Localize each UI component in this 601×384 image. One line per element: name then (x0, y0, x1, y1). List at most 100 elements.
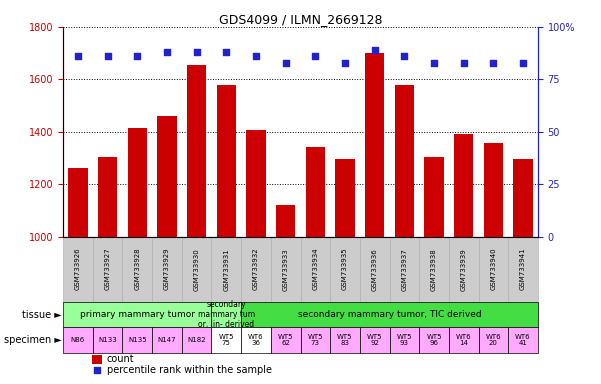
Point (192, 49, 201, 55)
Text: WT5
93: WT5 93 (397, 334, 412, 346)
Text: GSM733940: GSM733940 (490, 248, 496, 290)
FancyBboxPatch shape (152, 328, 182, 353)
Point (251, 53, 261, 59)
Text: WT5
73: WT5 73 (308, 334, 323, 346)
Text: primary mammary tumor: primary mammary tumor (80, 310, 195, 319)
Point (370, 47, 379, 53)
FancyBboxPatch shape (478, 328, 508, 353)
FancyBboxPatch shape (330, 328, 360, 353)
FancyBboxPatch shape (241, 328, 271, 353)
FancyBboxPatch shape (63, 302, 212, 328)
Text: GSM733937: GSM733937 (401, 248, 407, 291)
Bar (306, 147, 325, 237)
FancyBboxPatch shape (212, 237, 241, 302)
Text: GSM733936: GSM733936 (371, 248, 377, 291)
Text: WT5
83: WT5 83 (337, 334, 353, 346)
Bar (484, 143, 503, 237)
Text: GSM733929: GSM733929 (164, 248, 170, 290)
FancyBboxPatch shape (212, 328, 241, 353)
FancyBboxPatch shape (449, 328, 478, 353)
Text: N133: N133 (98, 337, 117, 343)
Text: WT6
20: WT6 20 (486, 334, 501, 346)
Text: N182: N182 (188, 337, 206, 343)
Bar (365, 53, 384, 237)
Text: GSM733933: GSM733933 (282, 248, 288, 291)
FancyBboxPatch shape (360, 237, 389, 302)
Bar (246, 130, 266, 237)
Bar (127, 128, 147, 237)
FancyBboxPatch shape (152, 237, 182, 302)
Text: GSM733930: GSM733930 (194, 248, 200, 291)
Point (400, 53, 409, 59)
Text: tissue ►: tissue ► (22, 310, 62, 319)
Text: percentile rank within the sample: percentile rank within the sample (107, 366, 272, 376)
FancyBboxPatch shape (419, 328, 449, 353)
Bar (276, 205, 295, 237)
FancyBboxPatch shape (212, 302, 241, 328)
FancyBboxPatch shape (300, 237, 330, 302)
FancyBboxPatch shape (123, 237, 152, 302)
Point (281, 60, 290, 66)
Point (132, 53, 142, 59)
Text: N135: N135 (128, 337, 147, 343)
FancyBboxPatch shape (63, 328, 93, 353)
Text: secondary
mammary tum
or, lin- derived: secondary mammary tum or, lin- derived (198, 300, 255, 329)
FancyBboxPatch shape (271, 328, 300, 353)
Text: GSM733928: GSM733928 (134, 248, 140, 290)
Point (518, 60, 528, 66)
Bar (424, 157, 444, 237)
Text: specimen ►: specimen ► (4, 335, 62, 345)
Point (162, 49, 172, 55)
FancyBboxPatch shape (271, 237, 300, 302)
Title: GDS4099 / ILMN_2669128: GDS4099 / ILMN_2669128 (219, 13, 382, 26)
Text: secondary mammary tumor, TIC derived: secondary mammary tumor, TIC derived (297, 310, 481, 319)
Text: WT6
41: WT6 41 (515, 334, 531, 346)
Text: GSM733941: GSM733941 (520, 248, 526, 290)
FancyBboxPatch shape (478, 237, 508, 302)
FancyBboxPatch shape (389, 328, 419, 353)
Text: WT5
92: WT5 92 (367, 334, 382, 346)
Text: GSM733926: GSM733926 (75, 248, 81, 290)
Text: GSM733934: GSM733934 (313, 248, 319, 290)
Bar (157, 116, 177, 237)
Text: GSM733932: GSM733932 (253, 248, 259, 290)
FancyBboxPatch shape (241, 237, 271, 302)
FancyBboxPatch shape (93, 237, 123, 302)
FancyBboxPatch shape (389, 237, 419, 302)
FancyBboxPatch shape (300, 328, 330, 353)
Bar (335, 159, 355, 237)
Point (222, 49, 231, 55)
FancyBboxPatch shape (419, 237, 449, 302)
Point (92, 367, 102, 374)
FancyBboxPatch shape (182, 237, 212, 302)
Bar (395, 84, 414, 237)
Text: WT5
62: WT5 62 (278, 334, 293, 346)
Point (311, 53, 320, 59)
Bar (454, 134, 474, 237)
FancyBboxPatch shape (93, 328, 123, 353)
Text: WT6
14: WT6 14 (456, 334, 472, 346)
Text: GSM733931: GSM733931 (224, 248, 230, 291)
FancyBboxPatch shape (182, 328, 212, 353)
Point (489, 60, 498, 66)
Bar (513, 159, 532, 237)
Point (429, 60, 439, 66)
Bar (98, 157, 117, 237)
Text: WT5
96: WT5 96 (426, 334, 442, 346)
Text: GSM733939: GSM733939 (461, 248, 467, 291)
FancyBboxPatch shape (360, 328, 389, 353)
Bar (69, 168, 88, 237)
Point (103, 53, 112, 59)
FancyBboxPatch shape (508, 328, 538, 353)
FancyBboxPatch shape (330, 237, 360, 302)
Text: WT6
36: WT6 36 (248, 334, 264, 346)
FancyBboxPatch shape (449, 237, 478, 302)
Bar (91, 355, 102, 364)
FancyBboxPatch shape (63, 237, 93, 302)
FancyBboxPatch shape (241, 302, 538, 328)
Text: N147: N147 (157, 337, 176, 343)
Text: WT5
75: WT5 75 (219, 334, 234, 346)
Text: GSM733938: GSM733938 (431, 248, 437, 291)
Bar (217, 84, 236, 237)
Text: count: count (107, 354, 135, 364)
